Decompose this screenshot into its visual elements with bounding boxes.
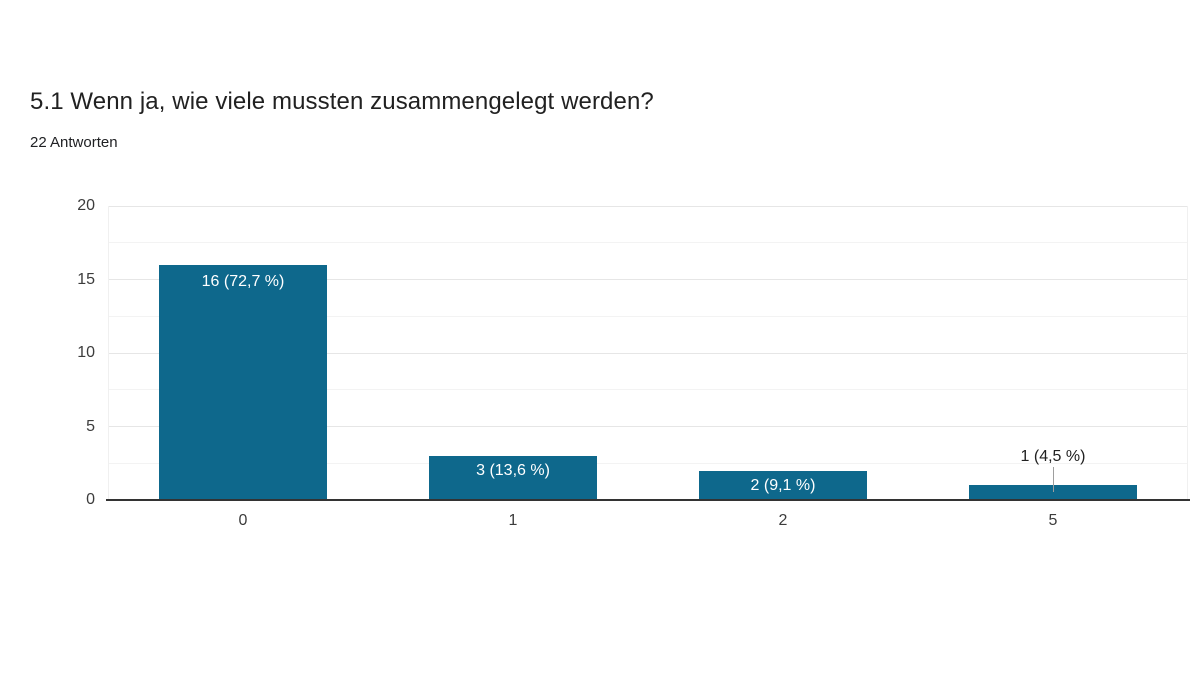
minor-gridline	[108, 315, 1188, 317]
x-axis-category-label: 5	[1048, 512, 1058, 529]
minor-gridline	[108, 389, 1188, 391]
y-axis-tick-label: 5	[86, 417, 95, 435]
plot-left-edge	[108, 206, 109, 500]
x-axis-category-label: 0	[238, 512, 248, 529]
bar-value-label: 2 (9,1 %)	[750, 476, 816, 494]
bar[interactable]	[699, 470, 867, 500]
y-axis-tick-label: 15	[77, 270, 95, 288]
x-axis-line	[106, 499, 1190, 501]
response-count: 22 Antworten	[30, 134, 118, 151]
x-axis-category-label: 2	[778, 512, 788, 529]
label-leader-line	[1052, 467, 1054, 493]
y-axis-tick-label: 0	[86, 491, 95, 508]
minor-gridline	[108, 462, 1188, 464]
plot-right-edge	[1187, 206, 1188, 500]
major-gridline	[108, 426, 1188, 427]
bar-value-label: 3 (13,6 %)	[476, 461, 550, 479]
bar[interactable]	[969, 485, 1137, 500]
y-axis-tick-label: 10	[77, 344, 95, 361]
major-gridline	[108, 352, 1188, 354]
question-title: 5.1 Wenn ja, wie viele mussten zusammeng…	[30, 88, 654, 115]
y-axis-tick-label: 20	[77, 197, 95, 214]
major-gridline	[108, 205, 1188, 207]
major-gridline	[108, 279, 1188, 280]
bar-value-label: 1 (4,5 %)	[1020, 448, 1086, 466]
x-axis-category-label: 1	[508, 512, 518, 529]
bar[interactable]	[159, 264, 327, 500]
minor-gridline	[108, 242, 1188, 244]
bar-value-label: 16 (72,7 %)	[201, 272, 285, 290]
bar[interactable]	[429, 455, 597, 500]
